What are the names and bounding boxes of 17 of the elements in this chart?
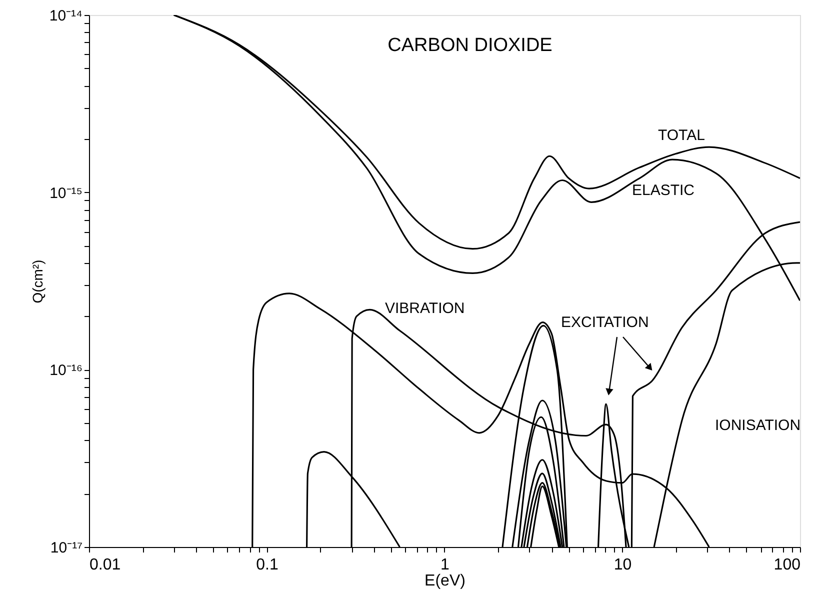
y-tick-label: 10⁻¹⁴ [49,8,82,24]
text: CARBON DIOXIDE [388,35,552,56]
y-tick-label: 10⁻¹⁵ [50,184,82,202]
y-axis-title: Q(cm²) [29,260,46,304]
annotation: IONISATION [715,417,801,434]
y-tick-label: 10⁻¹⁶ [50,362,82,380]
x-tick-label: 0.1 [256,556,278,574]
annotation: VIBRATION [385,300,465,317]
x-tick-label: 10 [614,556,632,574]
x-axis-title: E(eV) [424,572,466,590]
x-tick-label: 1 [440,556,450,574]
x-tick-label: 100 [774,556,801,574]
annotation: EXCITATION [561,314,649,331]
x-tick-label: 0.01 [90,556,121,574]
annotation: ELASTIC [632,182,695,199]
annotation: TOTAL [658,127,705,144]
y-tick-label: 10⁻¹⁷ [50,540,82,556]
